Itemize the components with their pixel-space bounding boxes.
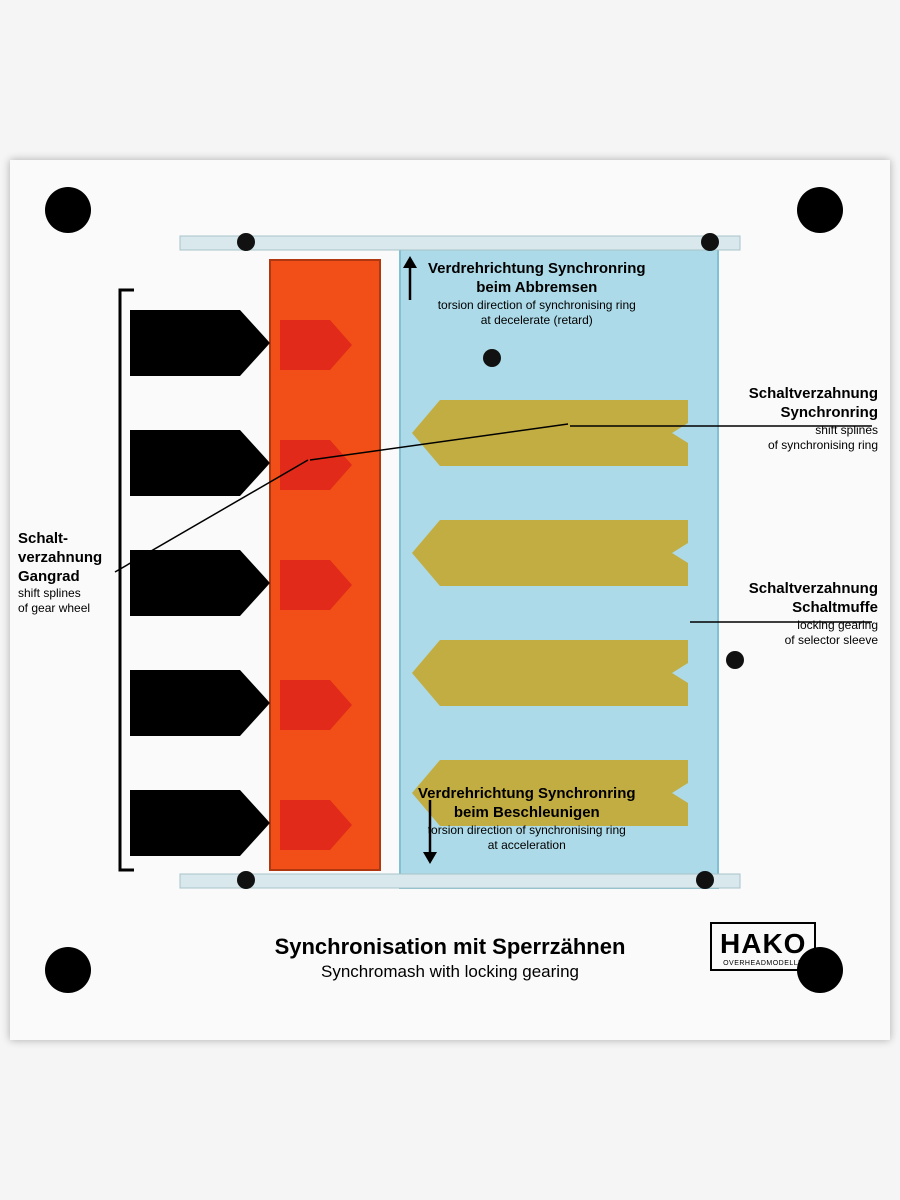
- bottom-rail: [180, 874, 740, 888]
- mount-hole: [45, 187, 91, 233]
- label-sleeve-splines: SchaltverzahnungSchaltmuffe locking gear…: [749, 580, 878, 648]
- label-sync-ring-splines: SchaltverzahnungSynchronring shift splin…: [749, 385, 878, 453]
- rivet-dot: [483, 349, 501, 367]
- hako-logo: HAKO OVERHEADMODELLE: [710, 922, 816, 971]
- top-rail: [180, 236, 740, 250]
- label-accelerate: Verdrehrichtung Synchronringbeim Beschle…: [418, 785, 636, 853]
- rivet-dot: [696, 871, 714, 889]
- rivet-dot: [726, 651, 744, 669]
- rivet-dot: [701, 233, 719, 251]
- label-gear-wheel: Schalt-verzahnungGangrad shift splinesof…: [18, 530, 102, 616]
- diagram-frame: Schalt-verzahnungGangrad shift splinesof…: [10, 160, 890, 1040]
- mount-hole: [797, 187, 843, 233]
- rivet-dot: [237, 871, 255, 889]
- gear-wheel-splines: [130, 310, 270, 856]
- label-decelerate: Verdrehrichtung Synchronringbeim Abbrems…: [428, 260, 646, 328]
- rivet-dot: [237, 233, 255, 251]
